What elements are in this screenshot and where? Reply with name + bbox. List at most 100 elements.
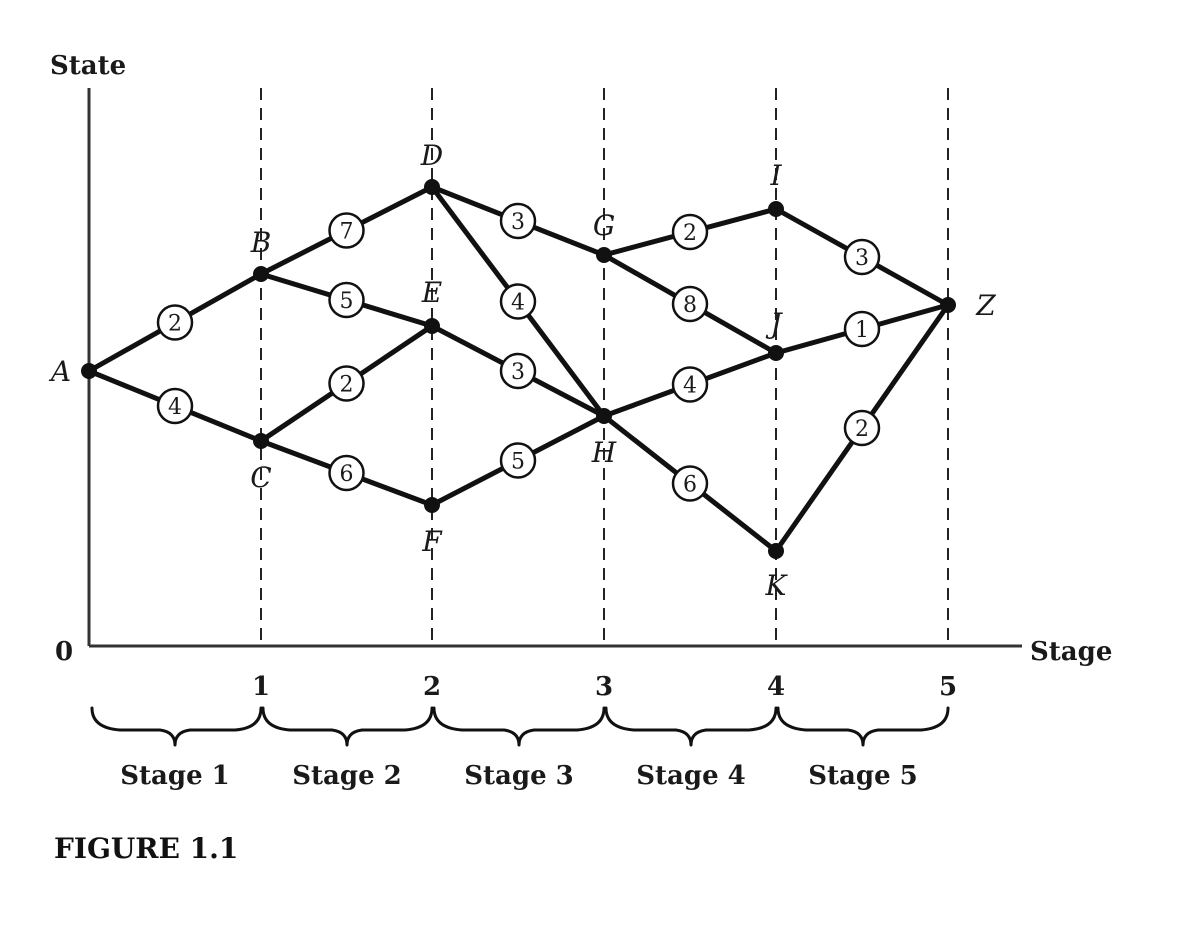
stage-tick-4: 4	[767, 672, 785, 702]
weight-j-z: 1	[843, 310, 881, 348]
weight-d-h: 4	[499, 283, 537, 320]
node-label: H	[591, 436, 617, 469]
node-label: F	[421, 525, 443, 558]
origin-label: 0	[55, 637, 73, 667]
node-label: A	[48, 355, 71, 388]
node-dot	[424, 497, 440, 513]
weight-value: 3	[855, 246, 869, 271]
weight-value: 2	[340, 373, 354, 398]
weight-value: 4	[683, 374, 697, 399]
node-label: I	[769, 159, 782, 192]
weight-e-h: 3	[499, 352, 537, 390]
weight-i-z: 3	[843, 238, 881, 276]
node-b: B	[250, 226, 272, 282]
weight-value: 3	[511, 210, 525, 235]
weight-value: 8	[683, 293, 697, 318]
weight-value: 7	[340, 220, 354, 245]
node-dot	[253, 433, 269, 449]
figure-caption: FIGURE 1.1	[54, 832, 238, 865]
node-c: C	[250, 433, 272, 494]
weight-circle	[328, 281, 365, 319]
weight-h-j: 4	[671, 366, 709, 403]
node-dot	[768, 345, 784, 361]
weight-c-f: 6	[328, 454, 365, 492]
weight-value: 1	[855, 318, 869, 343]
weight-a-c: 4	[156, 387, 194, 425]
node-label: G	[593, 209, 615, 242]
stage-label-2: Stage 2	[292, 761, 402, 791]
weight-value: 4	[168, 395, 182, 420]
weight-circle	[499, 442, 537, 479]
node-dot	[424, 318, 440, 334]
weight-circle	[328, 365, 365, 402]
node-dot	[768, 201, 784, 217]
stage-brace-2	[261, 706, 434, 747]
node-f: F	[421, 497, 443, 558]
node-dot	[940, 297, 956, 313]
weight-g-j: 8	[671, 285, 709, 323]
weight-value: 3	[511, 360, 525, 385]
node-z: Z	[940, 289, 996, 322]
node-label: B	[250, 226, 272, 259]
node-label: E	[421, 276, 442, 309]
stage-label-3: Stage 3	[464, 761, 574, 791]
node-g: G	[593, 209, 615, 263]
weight-value: 6	[340, 462, 354, 487]
weight-d-g: 3	[499, 202, 537, 240]
node-dot	[424, 179, 440, 195]
stage-tick-2: 2	[423, 672, 441, 702]
node-label: C	[250, 461, 271, 494]
node-e: E	[421, 276, 442, 334]
weight-circle	[499, 202, 537, 240]
stage-brace-3	[432, 706, 606, 747]
node-i: I	[768, 159, 784, 217]
weight-value: 6	[683, 473, 697, 498]
weight-circle	[671, 465, 709, 502]
node-label: Z	[975, 289, 996, 322]
stage-dividers	[260, 88, 949, 646]
weight-f-h: 5	[499, 442, 537, 479]
node-dot	[596, 247, 612, 263]
weight-circle	[156, 304, 194, 341]
weight-value: 2	[168, 312, 182, 337]
weight-b-d: 7	[328, 212, 365, 249]
stage-tick-5: 5	[939, 672, 957, 702]
network-nodes: A B C D E F G H I J K Z	[48, 139, 996, 602]
weight-circle	[671, 285, 709, 323]
weight-value: 5	[340, 289, 354, 314]
x-axis-label: Stage	[1030, 637, 1112, 667]
node-a: A	[48, 355, 97, 388]
weight-h-k: 6	[671, 465, 709, 502]
node-k: K	[765, 543, 789, 602]
node-label: K	[765, 569, 789, 602]
stage-tick-3: 3	[595, 672, 613, 702]
node-label: D	[420, 139, 443, 172]
weight-circle	[328, 212, 365, 249]
stage-labels: Stage 1 Stage 2 Stage 3 Stage 4 Stage 5	[120, 761, 918, 791]
weight-circle	[671, 213, 709, 251]
weight-value: 2	[683, 221, 697, 246]
stage-brace-5	[776, 706, 950, 747]
weight-circle	[843, 238, 881, 276]
node-dot	[253, 266, 269, 282]
stage-brace-4	[604, 706, 778, 747]
node-dot	[81, 363, 97, 379]
weight-circle	[843, 409, 881, 447]
weight-value: 2	[855, 417, 869, 442]
node-d: D	[420, 139, 443, 195]
weight-circle	[499, 352, 537, 390]
weight-c-e: 2	[328, 365, 365, 402]
node-j: J	[765, 307, 784, 361]
weight-circle	[328, 454, 365, 492]
y-axis-label: State	[50, 51, 126, 81]
stage-ticks: 1 2 3 4 5	[252, 672, 957, 702]
node-h: H	[591, 408, 617, 469]
weight-circle	[499, 283, 537, 320]
weight-circle	[156, 387, 194, 425]
stage-label-1: Stage 1	[120, 761, 230, 791]
weight-value: 4	[511, 291, 525, 316]
stage-brace-1	[90, 706, 263, 747]
weight-b-e: 5	[328, 281, 365, 319]
node-dot	[596, 408, 612, 424]
